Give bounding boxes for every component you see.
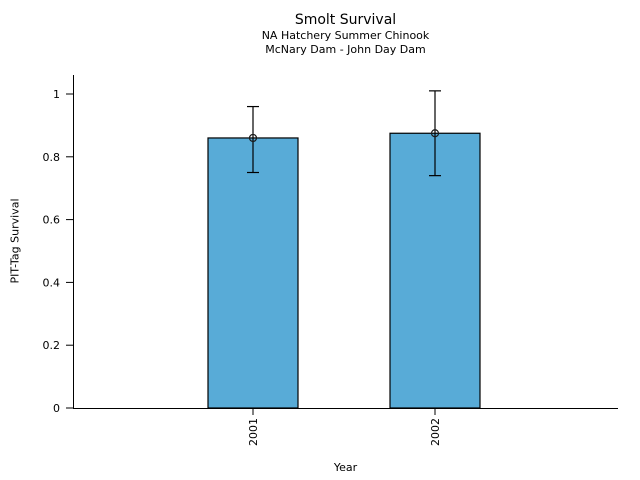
y-tick-label-0.4: 0.4 bbox=[43, 276, 61, 289]
x-axis-label: Year bbox=[333, 461, 358, 474]
y-tick-label-1: 1 bbox=[53, 88, 60, 101]
x-tick-label-2002: 2002 bbox=[429, 418, 442, 446]
point-marker-2002 bbox=[430, 129, 440, 138]
chart-title: Smolt Survival bbox=[294, 12, 397, 28]
point-marker-2001 bbox=[248, 133, 258, 143]
y-tick-label-0.8: 0.8 bbox=[43, 151, 61, 164]
y-tick-label-0.2: 0.2 bbox=[43, 339, 61, 352]
y-tick-label-0.6: 0.6 bbox=[43, 214, 61, 227]
y-tick-label-0: 0 bbox=[53, 402, 60, 415]
bar-2002 bbox=[389, 132, 481, 409]
chart-subtitle-line1: NA Hatchery Summer Chinook bbox=[261, 29, 430, 42]
bar-2001 bbox=[207, 137, 299, 409]
x-tick-label-2001: 2001 bbox=[247, 418, 260, 446]
chart-subtitle-line2: McNary Dam - John Day Dam bbox=[265, 43, 426, 56]
